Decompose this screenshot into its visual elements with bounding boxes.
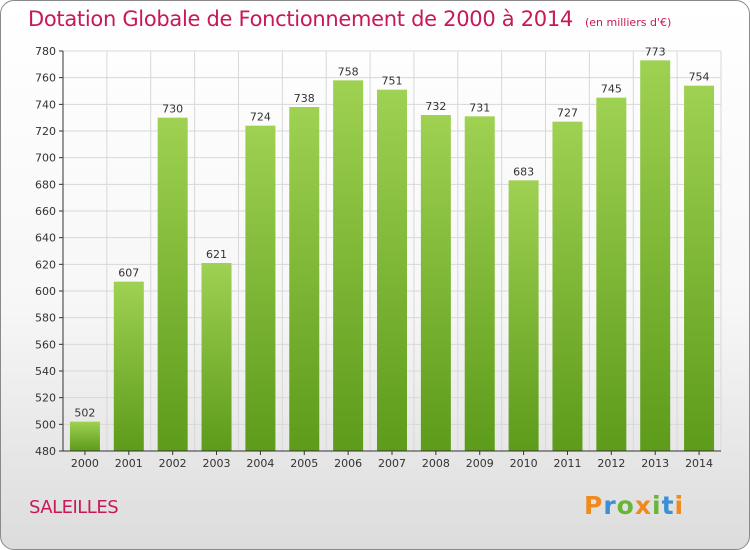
x-tick-label-2011: 2011 — [553, 457, 581, 470]
bar-2004 — [245, 125, 276, 452]
y-tick-label: 680 — [35, 178, 56, 191]
y-tick-label: 480 — [35, 445, 56, 458]
bar-2007 — [377, 89, 407, 452]
logo-letter: i — [674, 491, 685, 520]
x-tick-label-2010: 2010 — [510, 457, 538, 470]
x-tick-label-2006: 2006 — [334, 457, 362, 470]
data-label-2011: 727 — [557, 107, 578, 120]
y-tick-label: 580 — [35, 312, 56, 325]
y-tick-label: 740 — [35, 98, 56, 111]
bar-2010 — [508, 180, 539, 452]
y-tick-label: 640 — [35, 232, 56, 245]
x-tick-label-2001: 2001 — [115, 457, 143, 470]
data-label-2012: 745 — [601, 83, 622, 96]
logo-letter: t — [661, 491, 675, 520]
data-label-2010: 683 — [513, 165, 534, 178]
bar-2009 — [464, 116, 495, 451]
bars — [69, 60, 715, 452]
bar-2014 — [684, 85, 715, 452]
logo-letter: i — [652, 491, 662, 520]
x-tick-label-2009: 2009 — [466, 457, 494, 470]
bar-2001 — [113, 281, 144, 451]
data-label-2002: 730 — [162, 103, 183, 116]
logo-letter: P — [584, 491, 604, 520]
data-label-2013: 773 — [645, 45, 666, 58]
x-tick-label-2002: 2002 — [159, 457, 187, 470]
chart-subtitle: (en milliers d'€) — [584, 16, 672, 29]
data-label-2006: 758 — [338, 65, 359, 78]
data-label-2005: 738 — [294, 92, 315, 105]
y-tick-label: 560 — [35, 338, 56, 351]
y-tick-label: 620 — [35, 258, 56, 271]
x-tick-label-2004: 2004 — [246, 457, 274, 470]
logo-letter: o — [616, 491, 635, 520]
data-label-2008: 732 — [425, 100, 446, 113]
x-tick-label-2014: 2014 — [685, 457, 713, 470]
data-labels: 502 607 730 621 724 738 758 751 732 731 683 727 745 7… — [74, 45, 709, 419]
data-label-2009: 731 — [469, 101, 490, 114]
bar-2011 — [552, 121, 583, 452]
bar-2000 — [69, 421, 100, 451]
x-tick-label-2005: 2005 — [290, 457, 318, 470]
logo-letter: r — [603, 491, 617, 520]
x-tick-label-2003: 2003 — [203, 457, 231, 470]
data-label-2003: 621 — [206, 248, 227, 261]
bar-2003 — [201, 263, 232, 451]
bar-2013 — [640, 60, 671, 451]
x-tick-label-2007: 2007 — [378, 457, 406, 470]
y-tick-label: 520 — [35, 392, 56, 405]
y-tick-label: 540 — [35, 365, 56, 378]
bar-2002 — [157, 117, 188, 452]
y-tick-label: 780 — [35, 45, 56, 58]
x-tick-label-2013: 2013 — [641, 457, 669, 470]
chart-title-text: Dotation Globale de Fonctionnement de 20… — [28, 7, 573, 31]
data-label-2000: 502 — [74, 407, 95, 420]
x-tick-label-2012: 2012 — [597, 457, 625, 470]
x-tick-label-2000: 2000 — [71, 457, 99, 470]
y-tick-label: 500 — [35, 418, 56, 431]
x-tick-label-2008: 2008 — [422, 457, 450, 470]
chart-title: Dotation Globale de Fonctionnement de 20… — [28, 7, 671, 31]
proxiti-logo[interactable]: Proxiti — [584, 491, 684, 520]
y-tick-label: 600 — [35, 285, 56, 298]
data-label-2007: 751 — [382, 75, 403, 88]
y-tick-label: 700 — [35, 152, 56, 165]
axes: 480 500 520 540 560 580 600 620 640 660 680 700 720 7… — [35, 45, 721, 470]
data-label-2004: 724 — [250, 111, 271, 124]
commune-name: SALEILLES — [29, 497, 119, 518]
logo-letter: x — [634, 491, 652, 520]
bar-2008 — [420, 115, 451, 451]
data-label-2014: 754 — [689, 71, 710, 84]
y-tick-label: 760 — [35, 72, 56, 85]
bar-2006 — [333, 80, 364, 451]
data-label-2001: 607 — [118, 267, 139, 280]
y-tick-label: 660 — [35, 205, 56, 218]
y-tick-label: 720 — [35, 125, 56, 138]
bar-2005 — [289, 107, 320, 451]
bar-2012 — [596, 97, 627, 452]
